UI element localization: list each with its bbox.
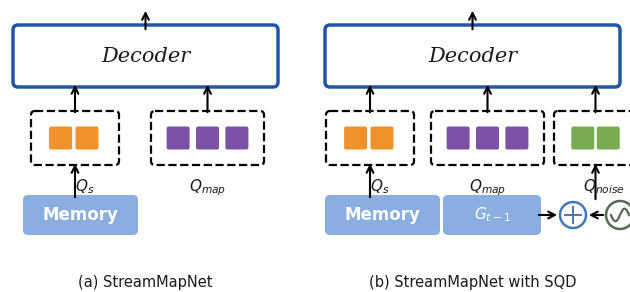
FancyBboxPatch shape: [226, 126, 248, 150]
FancyBboxPatch shape: [370, 126, 394, 150]
Text: $Q_s$: $Q_s$: [370, 177, 390, 196]
FancyBboxPatch shape: [76, 126, 98, 150]
FancyBboxPatch shape: [151, 111, 264, 165]
FancyBboxPatch shape: [326, 111, 414, 165]
Text: $Q_{map}$: $Q_{map}$: [189, 177, 226, 198]
FancyBboxPatch shape: [443, 195, 541, 235]
FancyBboxPatch shape: [325, 25, 620, 87]
FancyBboxPatch shape: [196, 126, 219, 150]
FancyBboxPatch shape: [344, 126, 367, 150]
FancyBboxPatch shape: [505, 126, 529, 150]
Text: (a) StreamMapNet: (a) StreamMapNet: [78, 274, 213, 289]
Text: $Q_{noise}$: $Q_{noise}$: [583, 177, 624, 196]
FancyBboxPatch shape: [23, 195, 138, 235]
FancyBboxPatch shape: [31, 111, 119, 165]
Text: Memory: Memory: [345, 206, 420, 224]
FancyBboxPatch shape: [431, 111, 544, 165]
Text: (b) StreamMapNet with SQD: (b) StreamMapNet with SQD: [369, 274, 576, 289]
FancyBboxPatch shape: [554, 111, 630, 165]
Text: Memory: Memory: [43, 206, 118, 224]
FancyBboxPatch shape: [166, 126, 190, 150]
Text: Decoder: Decoder: [101, 46, 190, 65]
FancyBboxPatch shape: [597, 126, 620, 150]
Text: $Q_{map}$: $Q_{map}$: [469, 177, 506, 198]
Text: $G_{t-1}$: $G_{t-1}$: [474, 206, 510, 224]
FancyBboxPatch shape: [476, 126, 499, 150]
FancyBboxPatch shape: [49, 126, 72, 150]
Text: Decoder: Decoder: [428, 46, 517, 65]
FancyBboxPatch shape: [447, 126, 469, 150]
Text: $Q_s$: $Q_s$: [76, 177, 94, 196]
FancyBboxPatch shape: [325, 195, 440, 235]
FancyBboxPatch shape: [13, 25, 278, 87]
FancyBboxPatch shape: [571, 126, 594, 150]
